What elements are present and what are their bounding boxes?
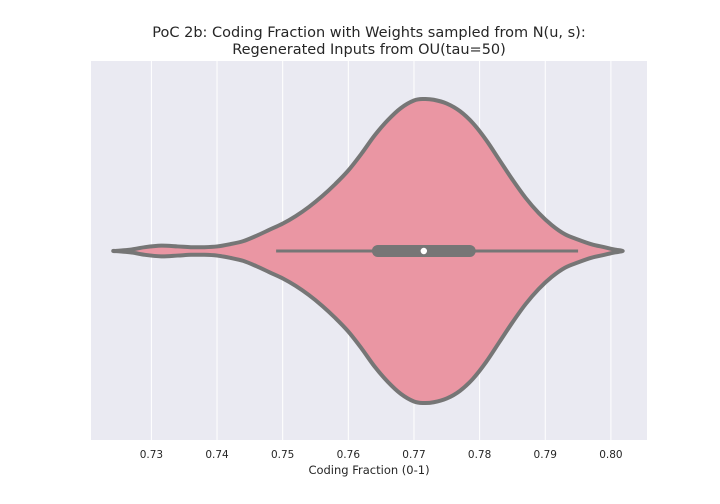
x-tick-labels: 0.73 0.74 0.75 0.76 0.77 0.78 0.79 0.80 — [140, 449, 623, 461]
x-tick-label: 0.80 — [599, 449, 622, 461]
violin-layer — [111, 96, 625, 406]
chart-title-line-2: Regenerated Inputs from OU(tau=50) — [232, 42, 506, 58]
x-tick-label: 0.77 — [402, 449, 425, 461]
x-tick-label: 0.79 — [534, 449, 557, 461]
x-tick-label: 0.73 — [140, 449, 163, 461]
x-axis-label: Coding Fraction (0-1) — [308, 463, 429, 477]
x-tick-label: 0.74 — [205, 449, 229, 461]
x-tick-label: 0.76 — [337, 449, 361, 461]
x-tick-label: 0.78 — [468, 449, 491, 461]
chart-title-line-1: PoC 2b: Coding Fraction with Weights sam… — [152, 25, 585, 41]
x-tick-label: 0.75 — [271, 449, 294, 461]
median-marker — [420, 247, 428, 255]
